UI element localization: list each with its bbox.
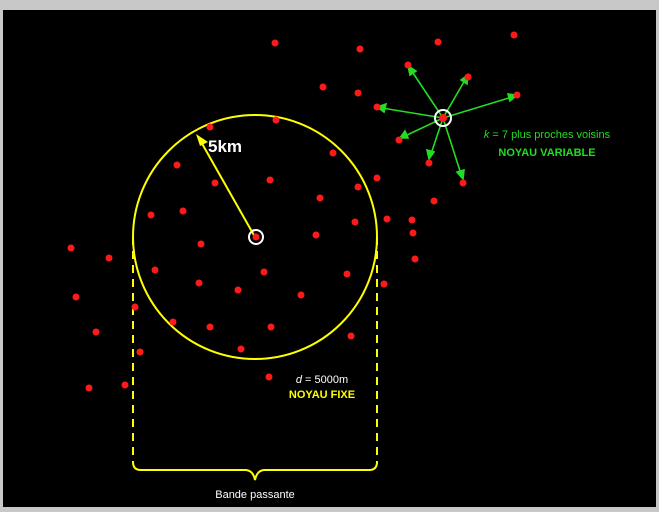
variable-kernel-center (434, 109, 452, 127)
data-point (72, 293, 80, 301)
data-point (237, 345, 245, 353)
data-point (329, 149, 337, 157)
data-point (173, 161, 181, 169)
data-point (211, 179, 219, 187)
data-point (271, 39, 279, 47)
radius-line (199, 139, 256, 238)
fixed-kernel-center-dot (252, 233, 260, 241)
data-point (260, 268, 268, 276)
variable-kernel-arrows (375, 64, 519, 181)
data-point (356, 45, 364, 53)
data-point (380, 280, 388, 288)
data-point (206, 323, 214, 331)
data-point (151, 266, 159, 274)
data-point (131, 303, 139, 311)
d-variable: d (296, 374, 303, 386)
data-point (206, 123, 214, 131)
fixed-kernel-distance: d = 5000m (296, 374, 348, 386)
data-point (510, 31, 518, 39)
points-layer (67, 31, 521, 392)
data-point (434, 38, 442, 46)
fixed-kernel-center (248, 229, 264, 245)
data-point (195, 279, 203, 287)
data-point (404, 61, 412, 69)
data-point (179, 207, 187, 215)
variable-kernel-center-dot (439, 114, 447, 122)
data-point (265, 373, 273, 381)
data-point (383, 215, 391, 223)
data-point (316, 194, 324, 202)
data-point (92, 328, 100, 336)
bandwidth-label: Bande passante (215, 489, 295, 501)
variable-kernel-k: k = 7 plus proches voisins (484, 129, 611, 141)
data-point (234, 286, 242, 294)
data-point (354, 183, 362, 191)
data-point (347, 332, 355, 340)
k-variable: k (484, 129, 490, 141)
data-point (408, 216, 416, 224)
data-point (267, 323, 275, 331)
data-point (513, 91, 521, 99)
variable-kernel-title: NOYAU VARIABLE (498, 147, 595, 159)
data-point (266, 176, 274, 184)
kernel-diagram: 5km Bande passante d = 5000m NOYAU FIXE (67, 31, 611, 501)
data-point (351, 218, 359, 226)
d-value: = 5000m (302, 374, 348, 386)
data-point (411, 255, 419, 263)
fixed-kernel-title: NOYAU FIXE (289, 389, 355, 401)
data-point (464, 73, 472, 81)
data-point (136, 348, 144, 356)
diagram-panel: 5km Bande passante d = 5000m NOYAU FIXE (3, 10, 656, 507)
data-point (373, 174, 381, 182)
data-point (85, 384, 93, 392)
bandwidth-bracket (132, 461, 378, 481)
data-point (105, 254, 113, 262)
data-point (121, 381, 129, 389)
data-point (430, 197, 438, 205)
data-point (425, 159, 433, 167)
k-value: = 7 plus proches voisins (489, 129, 610, 141)
data-point (297, 291, 305, 299)
radius-arrowhead (196, 134, 208, 146)
data-point (147, 211, 155, 219)
data-point (312, 231, 320, 239)
data-point (354, 89, 362, 97)
data-point (197, 240, 205, 248)
data-point (343, 270, 351, 278)
radius-label: 5km (208, 137, 242, 156)
data-point (67, 244, 75, 252)
data-point (169, 318, 177, 326)
data-point (272, 116, 280, 124)
data-point (373, 103, 381, 111)
data-point (459, 179, 467, 187)
data-point (409, 229, 417, 237)
data-point (395, 136, 403, 144)
data-point (319, 83, 327, 91)
